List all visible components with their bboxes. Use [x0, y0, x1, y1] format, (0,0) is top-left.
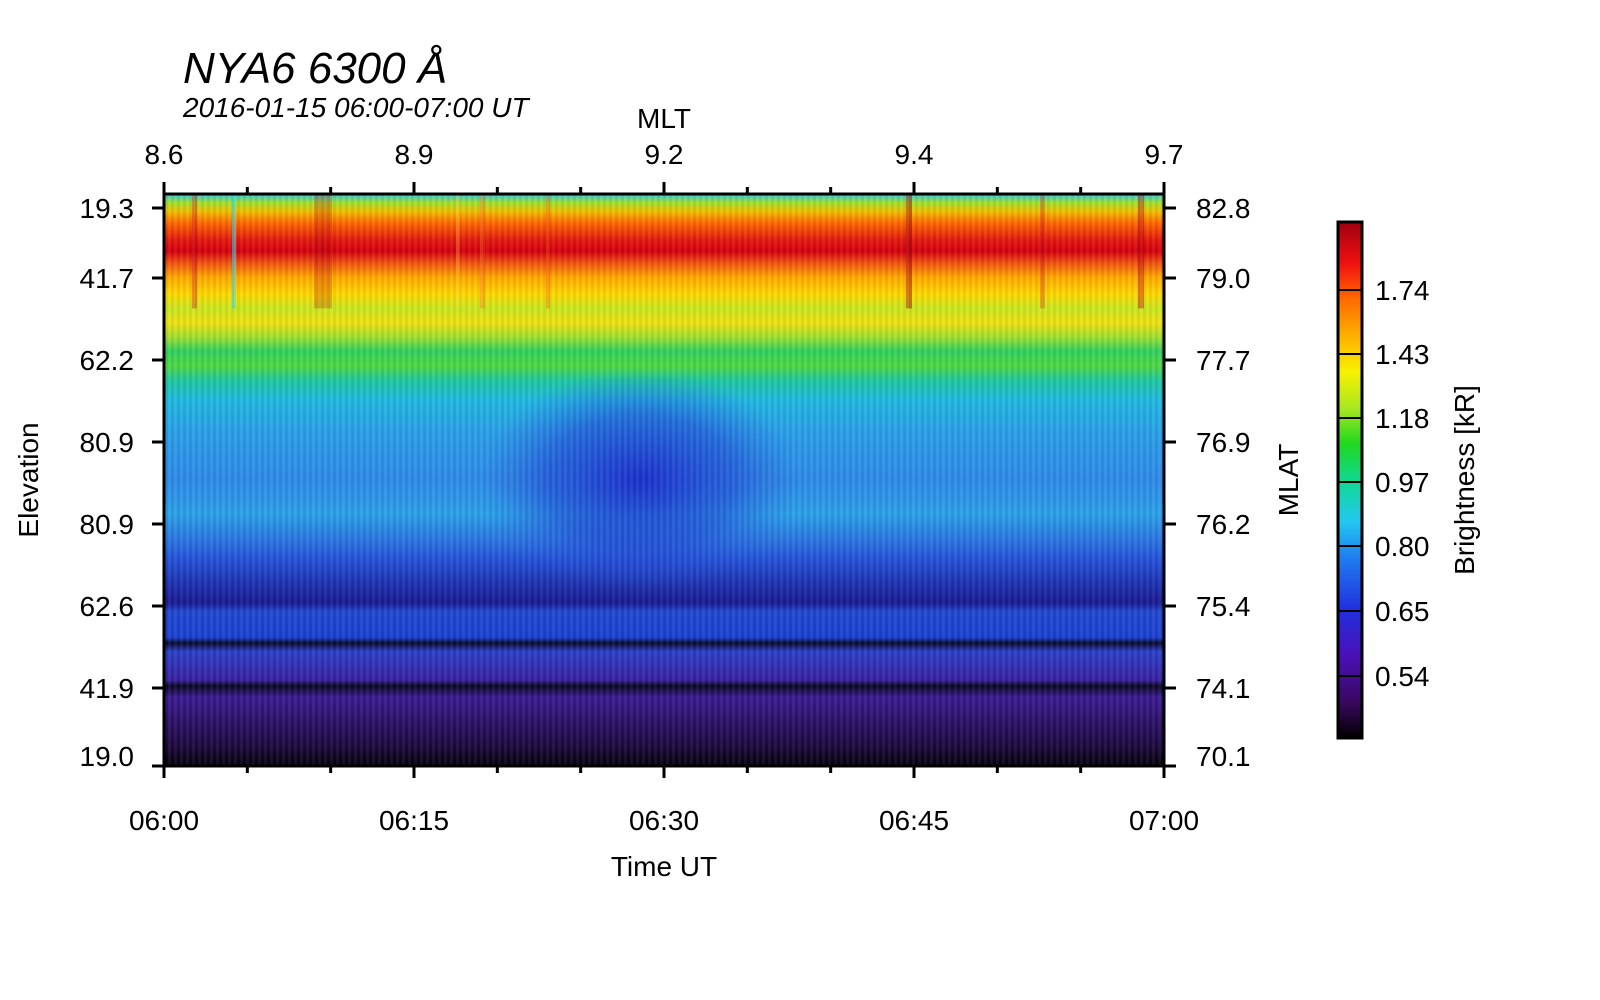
- colorbar-tick-label: 0.54: [1375, 661, 1430, 692]
- axis-ticks: [152, 182, 1176, 778]
- colorbar-gradient: [1336, 220, 1364, 740]
- y-tick-label: 41.7: [80, 263, 135, 294]
- x2-tick-label: 8.6: [145, 139, 184, 170]
- colorbar-tick-label: 1.74: [1375, 275, 1430, 306]
- x2-tick-label: 9.4: [895, 139, 934, 170]
- x2-tick-label: 9.7: [1145, 139, 1184, 170]
- colorbar-tick-label: 0.80: [1375, 531, 1430, 562]
- y2-tick-label: 77.7: [1196, 345, 1251, 376]
- x2-tick-label: 9.2: [645, 139, 684, 170]
- y-tick-label: 62.2: [80, 345, 135, 376]
- y2-tick-label: 82.8: [1196, 193, 1251, 224]
- x-axis-tick-labels: 06:00 06:15 06:30 06:45 07:00: [129, 805, 1199, 836]
- y2-tick-label: 79.0: [1196, 263, 1251, 294]
- heatmap-plot-area: [162, 192, 1166, 768]
- x-tick-label: 06:15: [379, 805, 449, 836]
- x-tick-label: 07:00: [1129, 805, 1199, 836]
- top-x-axis-tick-labels: 8.6 8.9 9.2 9.4 9.7: [145, 139, 1184, 170]
- right-y-axis-tick-labels: 82.8 79.0 77.7 76.9 76.2 75.4 74.1 70.1: [1196, 193, 1251, 772]
- colorbar-tick-label: 1.43: [1375, 339, 1430, 370]
- y-tick-label: 80.9: [80, 427, 135, 458]
- colorbar-label: Brightness [kR]: [1449, 385, 1480, 575]
- top-x-axis-label: MLT: [637, 103, 691, 134]
- x-tick-label: 06:30: [629, 805, 699, 836]
- x-tick-label: 06:00: [129, 805, 199, 836]
- y-tick-label: 19.0: [80, 741, 135, 772]
- colorbar: 1.74 1.43 1.18 0.97 0.80 0.65 0.54 Brigh…: [1336, 220, 1480, 740]
- y-tick-label: 62.6: [80, 591, 135, 622]
- colorbar-tick-label: 1.18: [1375, 403, 1430, 434]
- chart-title: NYA6 6300 Å: [183, 44, 448, 93]
- y-axis-label: Elevation: [13, 422, 44, 537]
- x-axis-label: Time UT: [611, 851, 717, 882]
- y2-tick-label: 70.1: [1196, 741, 1251, 772]
- noise-overlay: [164, 194, 1164, 766]
- colorbar-tick-label: 0.65: [1375, 596, 1430, 627]
- right-y-axis-label: MLAT: [1273, 444, 1304, 517]
- y2-tick-label: 75.4: [1196, 591, 1251, 622]
- y-tick-label: 41.9: [80, 673, 135, 704]
- colorbar-tick-label: 0.97: [1375, 467, 1430, 498]
- y2-tick-label: 76.2: [1196, 509, 1251, 540]
- chart-subtitle: 2016-01-15 06:00-07:00 UT: [183, 92, 529, 123]
- colorbar-ticks: [1338, 289, 1362, 677]
- x-tick-label: 06:45: [879, 805, 949, 836]
- x2-tick-label: 8.9: [395, 139, 434, 170]
- y2-tick-label: 74.1: [1196, 673, 1251, 704]
- y-tick-label: 80.9: [80, 509, 135, 540]
- y2-tick-label: 76.9: [1196, 427, 1251, 458]
- y-axis-tick-labels: 19.3 41.7 62.2 80.9 80.9 62.6 41.9 19.0: [80, 193, 135, 772]
- y-tick-label: 19.3: [80, 193, 135, 224]
